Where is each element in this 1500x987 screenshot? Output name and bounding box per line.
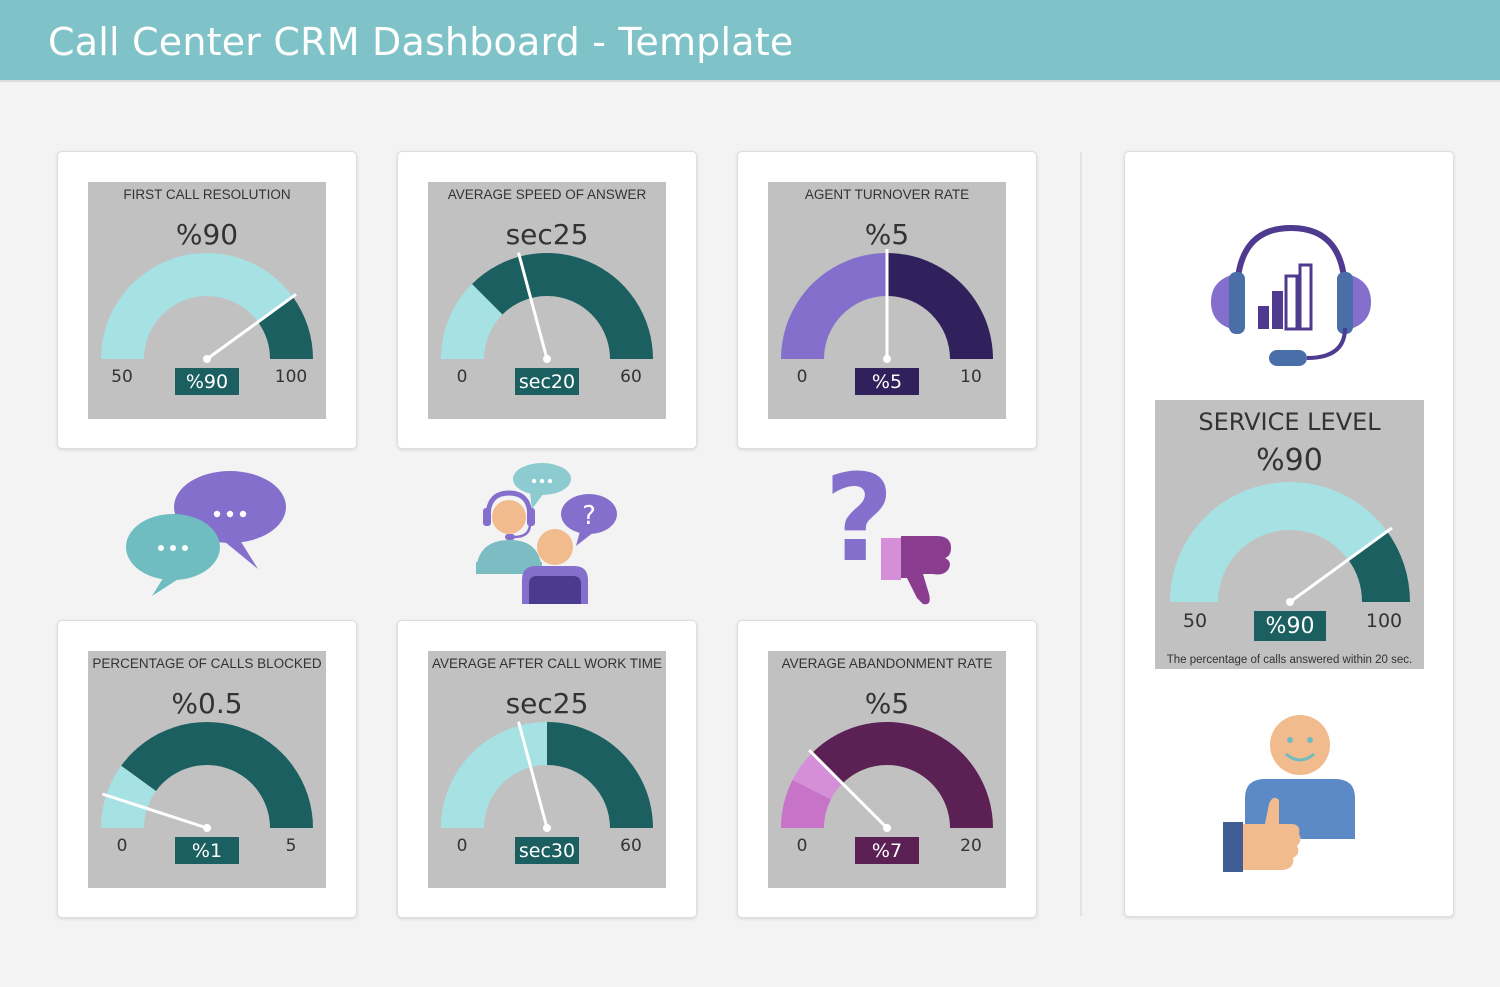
gauge-segment-0	[441, 722, 547, 828]
gauge-badge: %5	[855, 368, 919, 395]
gauge-needle	[206, 293, 297, 361]
column-divider	[1080, 152, 1082, 916]
question-dislike-icon: ?	[824, 468, 951, 605]
gauge-badge: %1	[175, 837, 239, 864]
gauge-panel: AVERAGE AFTER CALL WORK TIME sec25 0 60 …	[428, 651, 666, 888]
gauge-needle	[808, 749, 889, 830]
svg-text:?: ?	[582, 501, 596, 531]
gauge-value: sec25	[505, 218, 589, 251]
gauge-segment-0	[441, 284, 503, 359]
card-first-call-resolution: FIRST CALL RESOLUTION %90 50 100 %90	[57, 151, 357, 449]
gauge-segment-0	[101, 253, 293, 359]
gauge-segment-0	[101, 765, 157, 828]
gauge-segment-1	[121, 722, 313, 828]
headset-chart-icon	[1211, 224, 1371, 366]
gauge-segment-1	[792, 753, 843, 800]
gauge-max-label: 5	[285, 836, 297, 856]
gauge-chart	[101, 722, 313, 832]
gauge-needle	[517, 721, 549, 829]
gauge-segment-0	[781, 253, 887, 359]
page-title: Call Center CRM Dashboard - Template	[48, 20, 794, 64]
gauge-segment-1	[472, 252, 653, 359]
gauge-title: AVERAGE ABANDONMENT RATE	[781, 656, 993, 671]
gauge-needle-pivot	[543, 824, 551, 832]
gauge-badge: sec30	[515, 837, 579, 864]
gauge-segment-2	[812, 722, 993, 828]
gauge-chart	[101, 253, 313, 363]
gauge-panel: FIRST CALL RESOLUTION %90 50 100 %90	[88, 182, 326, 419]
gauge-value: sec25	[505, 687, 589, 720]
gauge-segment-0	[1170, 481, 1388, 602]
gauge-title: FIRST CALL RESOLUTION	[123, 187, 291, 202]
card-agent-turnover-rate: AGENT TURNOVER RATE %5 0 10 %5	[737, 151, 1037, 449]
gauge-panel: AVERAGE ABANDONMENT RATE %5 0 20 %7	[768, 651, 1006, 888]
satisfied-customer-icon	[1223, 715, 1355, 872]
gauge-title: AVERAGE SPEED OF ANSWER	[447, 187, 647, 202]
service-level-title: SERVICE LEVEL	[1198, 408, 1381, 436]
gauge-needle-pivot	[203, 824, 211, 832]
gauge-value: %0.5	[171, 687, 243, 720]
gauge-chart	[781, 722, 993, 832]
gauge-needle	[101, 792, 208, 830]
service-level-max-label: 100	[1365, 610, 1403, 632]
gauge-chart	[781, 249, 993, 363]
gauge-needle-pivot	[203, 355, 211, 363]
gauge-min-label: 0	[796, 367, 808, 387]
gauge-chart	[441, 252, 653, 363]
gauge-min-label: 0	[456, 836, 468, 856]
card-average-abandonment-rate: AVERAGE ABANDONMENT RATE %5 0 20 %7	[737, 620, 1037, 918]
header-bar: Call Center CRM Dashboard - Template	[0, 0, 1500, 82]
gauge-panel: AGENT TURNOVER RATE %5 0 10 %5	[768, 182, 1006, 419]
gauge-title: AVERAGE AFTER CALL WORK TIME	[431, 656, 663, 671]
gauge-panel: AVERAGE SPEED OF ANSWER sec25 0 60 sec20	[428, 182, 666, 419]
gauge-badge: sec20	[515, 368, 579, 395]
gauge-max-label: 60	[620, 367, 642, 387]
service-level-min-label: 50	[1182, 610, 1208, 632]
gauge-chart	[441, 721, 653, 832]
gauge-min-label: 0	[116, 836, 128, 856]
call-center-agent-icon: ?	[476, 463, 617, 604]
gauge-needle-pivot	[883, 355, 891, 363]
gauge-max-label: 60	[620, 836, 642, 856]
gauge-needle	[517, 252, 549, 360]
service-level-panel: SERVICE LEVEL %90 50 100 %90 The percent…	[1155, 400, 1424, 669]
gauge-needle-pivot	[543, 355, 551, 363]
card-percentage-of-calls-blocked: PERCENTAGE OF CALLS BLOCKED %0.5 0 5 %1	[57, 620, 357, 918]
gauge-segment-1	[547, 722, 653, 828]
gauge-max-label: 100	[274, 367, 308, 387]
gauge-panel: PERCENTAGE OF CALLS BLOCKED %0.5 0 5 %1	[88, 651, 326, 888]
gauge-min-label: 50	[111, 367, 133, 387]
gauge-badge: %90	[175, 368, 239, 395]
gauge-segment-0	[781, 779, 831, 828]
gauge-value: %5	[864, 218, 910, 251]
card-average-speed-of-answer: AVERAGE SPEED OF ANSWER sec25 0 60 sec20	[397, 151, 697, 449]
gauge-min-label: 0	[456, 367, 468, 387]
service-level-value: %90	[1256, 443, 1323, 478]
speech-bubbles-icon	[126, 471, 286, 596]
gauge-min-label: 0	[796, 836, 808, 856]
gauge-title: PERCENTAGE OF CALLS BLOCKED	[92, 656, 322, 671]
card-service-level: SERVICE LEVEL %90 50 100 %90 The percent…	[1124, 151, 1454, 917]
gauge-needle	[1289, 526, 1393, 604]
gauge-title: AGENT TURNOVER RATE	[804, 187, 970, 202]
gauge-segment-1	[887, 253, 993, 359]
card-average-after-call-work-time: AVERAGE AFTER CALL WORK TIME sec25 0 60 …	[397, 620, 697, 918]
gauge-needle-pivot	[1286, 598, 1294, 606]
gauge-max-label: 10	[960, 367, 982, 387]
service-level-badge: %90	[1254, 611, 1326, 641]
gauge-value: %5	[864, 687, 910, 720]
gauge-value: %90	[175, 218, 239, 251]
gauge-badge: %7	[855, 837, 919, 864]
service-level-note: The percentage of calls answered within …	[1166, 654, 1413, 666]
gauge-max-label: 20	[960, 836, 982, 856]
gauge-needle-pivot	[883, 824, 891, 832]
service-level-gauge	[1170, 481, 1410, 606]
